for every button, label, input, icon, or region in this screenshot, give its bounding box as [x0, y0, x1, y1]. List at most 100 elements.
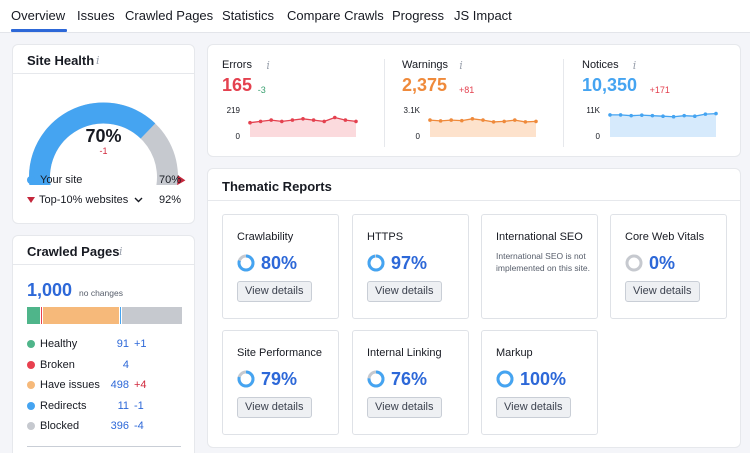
sparkline-point[interactable] [449, 118, 453, 122]
sparkline-point[interactable] [714, 111, 718, 116]
score-ring-icon [237, 254, 255, 272]
info-icon[interactable]: i [96, 54, 100, 67]
axis-min-label: 0 [235, 132, 240, 141]
tab-statistics[interactable]: Statistics [222, 8, 275, 23]
metric-value-warnings[interactable]: 2,375 [402, 75, 448, 95]
card-divider [208, 200, 740, 201]
info-icon[interactable]: i [459, 59, 463, 72]
sparkline-point[interactable] [608, 113, 612, 117]
bar-segment-redirects[interactable] [119, 307, 122, 324]
legend-your-site: Your site [27, 174, 82, 186]
sparkline-point[interactable] [290, 118, 295, 122]
crawled-row-label: Redirects [27, 400, 86, 412]
bottom-divider [27, 446, 181, 447]
sparkline-point[interactable] [661, 114, 665, 118]
sparkline-point[interactable] [470, 117, 475, 121]
bar-segment-healthy[interactable] [27, 307, 41, 324]
thematic-score: 76% [367, 367, 427, 391]
info-icon[interactable]: i [266, 59, 270, 72]
sparkline-point[interactable] [703, 112, 708, 116]
bar-segment-broken[interactable] [41, 307, 44, 324]
crawled-row-value[interactable]: 498 [110, 379, 129, 391]
sparkline-point[interactable] [640, 113, 644, 117]
sparkline-point[interactable] [354, 119, 358, 124]
tab-overview[interactable]: Overview [11, 8, 66, 23]
thematic-score-value: 76% [391, 368, 428, 389]
card-divider [13, 264, 194, 265]
row-label-text: Redirects [40, 399, 87, 412]
thematic-card-title: Markup [496, 347, 533, 359]
info-icon[interactable]: i [632, 59, 637, 72]
sparkline-point[interactable] [629, 113, 633, 118]
sparkline-point[interactable] [460, 118, 464, 123]
row-label-text: Broken [40, 358, 75, 371]
site-health-score: 70% [85, 126, 122, 146]
tab-compare-crawls[interactable]: Compare Crawls [287, 8, 384, 23]
sparkline-point[interactable] [534, 119, 538, 124]
crawled-row-value[interactable]: 4 [122, 358, 129, 371]
your-site-label: Your site [40, 174, 83, 186]
axis-max-label: 219 [226, 106, 240, 115]
top10-value: 92% [158, 194, 181, 206]
info-icon[interactable]: i [119, 245, 123, 258]
sparkline-point[interactable] [322, 119, 326, 124]
crawled-row-value[interactable]: 91 [116, 338, 129, 350]
sparkline-point[interactable] [502, 119, 506, 124]
metric-delta: -3 [257, 85, 266, 95]
tab-issues[interactable]: Issues [77, 8, 115, 23]
crawled-pages-title: Crawled Pages [27, 244, 120, 259]
active-tab-indicator [11, 29, 67, 32]
sparkline-point[interactable] [523, 120, 528, 124]
gauge-your-site-arc [29, 102, 156, 185]
view-details-button[interactable]: View details [237, 397, 312, 418]
your-site-dot-icon [27, 176, 35, 185]
sparkline-point[interactable] [269, 118, 273, 122]
thematic-score: 0% [625, 251, 675, 275]
bar-segment-blocked[interactable] [121, 307, 183, 324]
sparkline-point[interactable] [491, 120, 496, 124]
sparkline-point[interactable] [513, 118, 517, 122]
sparkline-point[interactable] [650, 113, 655, 118]
tab-js-impact[interactable]: JS Impact [454, 8, 512, 23]
metric-value-notices[interactable]: 10,350 [582, 75, 638, 95]
sparkline-point[interactable] [280, 119, 284, 124]
crawled-pages-total[interactable]: 1,000 [27, 280, 73, 300]
sparkline-point[interactable] [682, 113, 686, 118]
crawled-row-label: Broken [27, 359, 75, 371]
top10-label: Top-10% websites [39, 194, 129, 206]
legend-dot-icon [27, 422, 35, 431]
sparkline-point[interactable] [248, 120, 252, 125]
thematic-card-markup: Markup 100% View details [481, 330, 598, 435]
sparkline-point[interactable] [671, 114, 676, 119]
view-details-button[interactable]: View details [237, 281, 312, 302]
thematic-score: 79% [237, 367, 297, 391]
sparkline-point[interactable] [481, 118, 485, 122]
sparkline-point[interactable] [438, 119, 443, 123]
top10-dropdown[interactable]: Top-10% websites [27, 194, 143, 206]
thematic-card-note: International SEO is not implemented on … [496, 251, 591, 273]
view-details-button[interactable]: View details [496, 397, 571, 418]
sparkline-point[interactable] [301, 117, 305, 121]
sparkline-area [610, 113, 716, 137]
view-details-button[interactable]: View details [367, 281, 442, 302]
view-details-button[interactable]: View details [625, 281, 700, 302]
metric-delta: +171 [649, 85, 670, 95]
sparkline-point[interactable] [258, 119, 263, 124]
sparkline-point[interactable] [618, 113, 623, 117]
sparkline-point[interactable] [343, 118, 348, 122]
tab-crawled-pages[interactable]: Crawled Pages [125, 8, 214, 23]
crawled-pages-note: no changes [79, 288, 123, 298]
crawled-row-value[interactable]: 11 [117, 399, 129, 412]
thematic-score-value: 0% [649, 252, 676, 273]
sparkline-point[interactable] [333, 115, 337, 120]
metric-value-errors[interactable]: 165 [222, 75, 253, 95]
sparkline-point[interactable] [428, 118, 432, 122]
bar-segment-have-issues[interactable] [43, 307, 120, 324]
crawled-row-value[interactable]: 396 [110, 420, 129, 432]
thematic-score: 80% [237, 251, 297, 275]
tab-progress[interactable]: Progress [392, 8, 445, 23]
sparkline-point[interactable] [693, 114, 697, 118]
your-site-value: 70% [158, 174, 181, 186]
view-details-button[interactable]: View details [367, 397, 442, 418]
sparkline-point[interactable] [311, 118, 316, 122]
